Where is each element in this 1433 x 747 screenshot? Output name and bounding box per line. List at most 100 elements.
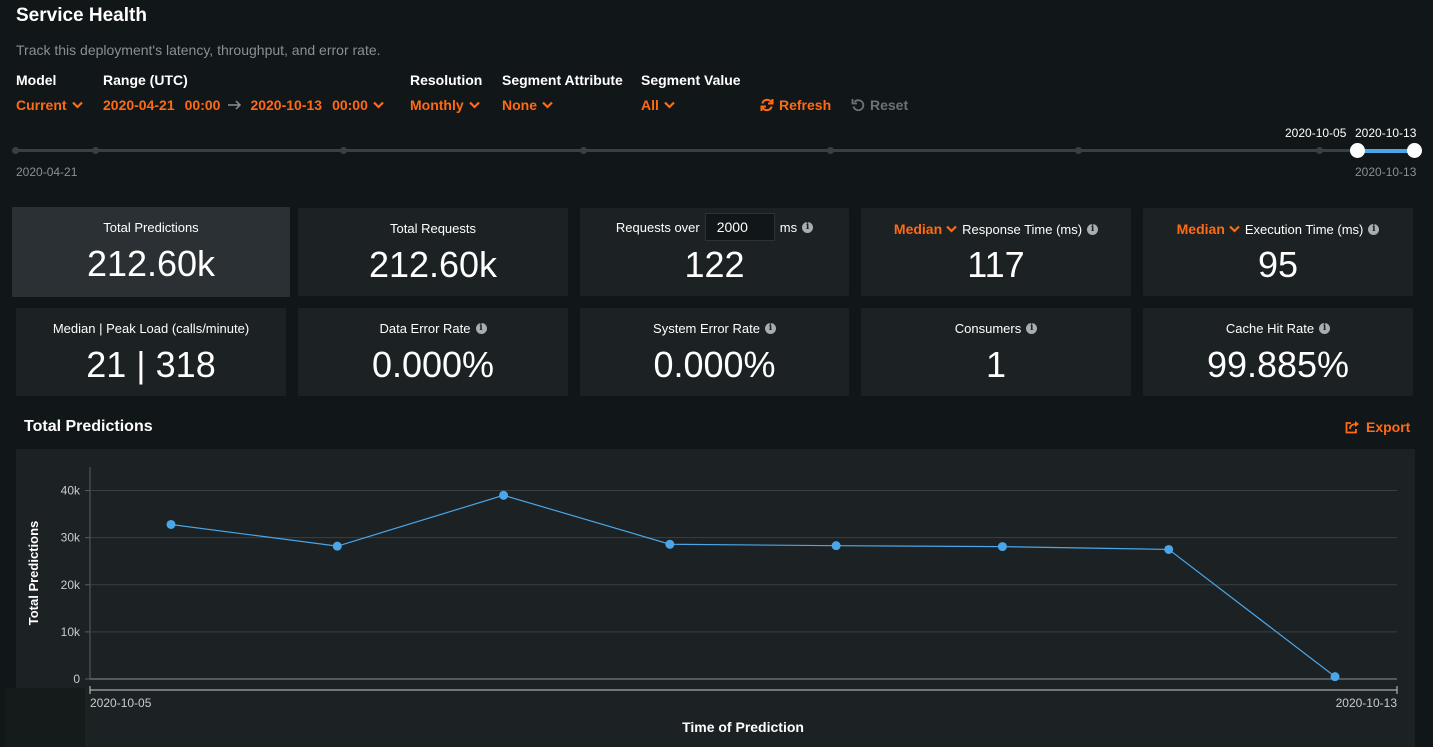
resolution-dropdown[interactable]: Monthly	[410, 97, 480, 113]
metric-card-load[interactable]: Median | Peak Load (calls/minute) 21 | 3…	[16, 308, 286, 396]
threshold-ms-input[interactable]	[704, 213, 775, 241]
chevron-down-icon	[71, 101, 83, 109]
metric-label: Consumers	[954, 321, 1022, 336]
metric-card-consumers[interactable]: Consumers i 1	[861, 308, 1131, 396]
execution-time-aggregation-dropdown[interactable]: Median	[1177, 221, 1240, 237]
y-tick-label: 0	[73, 672, 80, 686]
metric-card-response-time[interactable]: Median Response Time (ms) i 117	[861, 208, 1131, 296]
response-time-aggregation-dropdown[interactable]: Median	[894, 221, 957, 237]
metric-label: Total Requests	[390, 221, 476, 236]
metric-label: Data Error Rate	[379, 321, 471, 336]
x-axis-title: Time of Prediction	[682, 719, 804, 735]
data-point	[831, 541, 841, 551]
chevron-down-icon	[373, 101, 384, 109]
data-point	[1164, 544, 1174, 554]
metric-value: 1	[985, 344, 1007, 385]
y-tick-label: 20k	[61, 578, 81, 592]
y-tick-label: 30k	[61, 531, 81, 545]
metric-card-total-predictions[interactable]: Total Predictions 212.60k	[12, 207, 290, 297]
metric-card-total-requests[interactable]: Total Requests 212.60k	[298, 208, 568, 296]
undo-icon	[851, 99, 865, 112]
export-label: Export	[1366, 419, 1411, 435]
metric-card-execution-time[interactable]: Median Execution Time (ms) i 95	[1143, 208, 1413, 296]
metric-value: 212.60k	[86, 243, 216, 284]
timeline-tick	[827, 147, 834, 154]
metric-label: Total Predictions	[103, 220, 199, 235]
segment-value-value: All	[641, 97, 659, 113]
timeline-handle-right-label: 2020-10-13	[1355, 126, 1417, 140]
metric-value: 95	[1257, 244, 1299, 285]
metric-label: System Error Rate	[653, 321, 760, 336]
metric-value: 122	[684, 244, 745, 285]
metric-card-system-error-rate[interactable]: System Error Rate i 0.000%	[580, 308, 849, 396]
threshold-unit: ms	[779, 219, 798, 235]
segment-attribute-dropdown[interactable]: None	[502, 97, 553, 113]
data-point	[166, 519, 176, 529]
chevron-down-icon	[542, 101, 553, 109]
range-start-date: 2020-04-21	[103, 97, 175, 113]
metric-value: 0.000%	[371, 344, 495, 385]
metric-card-data-error-rate[interactable]: Data Error Rate i 0.000%	[298, 308, 568, 396]
info-icon[interactable]: i	[802, 221, 814, 233]
page-subtitle: Track this deployment's latency, through…	[16, 42, 381, 58]
segment-value-dropdown[interactable]: All	[641, 97, 675, 113]
segment-value-label: Segment Value	[641, 72, 741, 88]
chart-panel: 0 10k 20k 30k 40k 2020-10-05 2020-10-13 Time of…	[16, 449, 1415, 747]
reset-button[interactable]: Reset	[851, 97, 908, 113]
timeline-end-label: 2020-10-13	[1355, 165, 1417, 179]
metric-value: 212.60k	[368, 244, 498, 285]
range-start-time: 00:00	[184, 97, 221, 113]
timeline-tick	[340, 147, 347, 154]
arrow-right-icon	[228, 100, 242, 110]
total-predictions-chart: 0 10k 20k 30k 40k 2020-10-05 2020-10-13 Time of…	[26, 467, 1398, 735]
reset-label: Reset	[870, 97, 909, 113]
refresh-button[interactable]: Refresh	[760, 97, 831, 113]
data-point	[997, 542, 1007, 552]
metric-label: Requests over	[615, 219, 700, 235]
info-icon[interactable]: i	[1319, 323, 1331, 334]
range-end-time: 00:00	[332, 97, 368, 113]
refresh-icon	[760, 98, 774, 112]
y-axis-title: Total Predictions	[26, 521, 41, 626]
range-end-date: 2020-10-13	[250, 97, 323, 113]
data-point	[499, 490, 509, 500]
chevron-down-icon	[1229, 225, 1240, 233]
timeline-tick	[12, 147, 19, 154]
metric-label: Median | Peak Load (calls/minute)	[52, 321, 250, 336]
refresh-label: Refresh	[779, 97, 832, 113]
timeline-tick	[1075, 147, 1082, 154]
y-tick-label: 40k	[61, 484, 81, 498]
info-icon[interactable]: i	[475, 323, 487, 334]
info-icon[interactable]: i	[1087, 223, 1099, 235]
chart-section-title: Total Predictions	[24, 418, 153, 435]
x-tick-label: 2020-10-13	[1336, 696, 1398, 710]
metric-label: Execution Time (ms)	[1244, 221, 1364, 237]
range-picker[interactable]: 2020-04-21 00:00 2020-10-13 00:00	[103, 97, 384, 113]
x-tick-label: 2020-10-05	[90, 696, 152, 710]
series-line	[170, 494, 1336, 678]
data-point	[1330, 672, 1340, 682]
chevron-down-icon	[946, 225, 957, 233]
info-icon[interactable]: i	[764, 323, 776, 334]
metric-value: 117	[967, 244, 1025, 285]
range-filter-label: Range (UTC)	[103, 72, 188, 88]
metric-value: 21 | 318	[86, 344, 216, 385]
info-icon[interactable]: i	[1368, 223, 1380, 235]
resolution-filter-label: Resolution	[410, 72, 483, 88]
y-tick-label: 10k	[61, 625, 81, 639]
info-icon[interactable]: i	[1026, 323, 1038, 334]
model-dropdown[interactable]: Current	[16, 97, 83, 113]
aggregation-value: Median	[893, 221, 943, 237]
metric-card-requests-over[interactable]: Requests over ms i 122	[580, 208, 849, 296]
timeline-tick	[92, 147, 99, 154]
timeline-handle-left-label: 2020-10-05	[1285, 126, 1347, 140]
timeline-slider-track[interactable]	[15, 149, 1415, 152]
data-point	[332, 541, 342, 551]
export-button[interactable]: Export	[1345, 419, 1410, 435]
timeline-start-label: 2020-04-21	[16, 165, 78, 179]
metric-card-cache-hit-rate[interactable]: Cache Hit Rate i 99.885%	[1143, 308, 1413, 396]
timeline-handle-right[interactable]	[1407, 143, 1422, 158]
timeline-handle-left[interactable]	[1350, 143, 1365, 158]
chevron-down-icon	[664, 101, 675, 109]
segment-attribute-value: None	[502, 97, 537, 113]
